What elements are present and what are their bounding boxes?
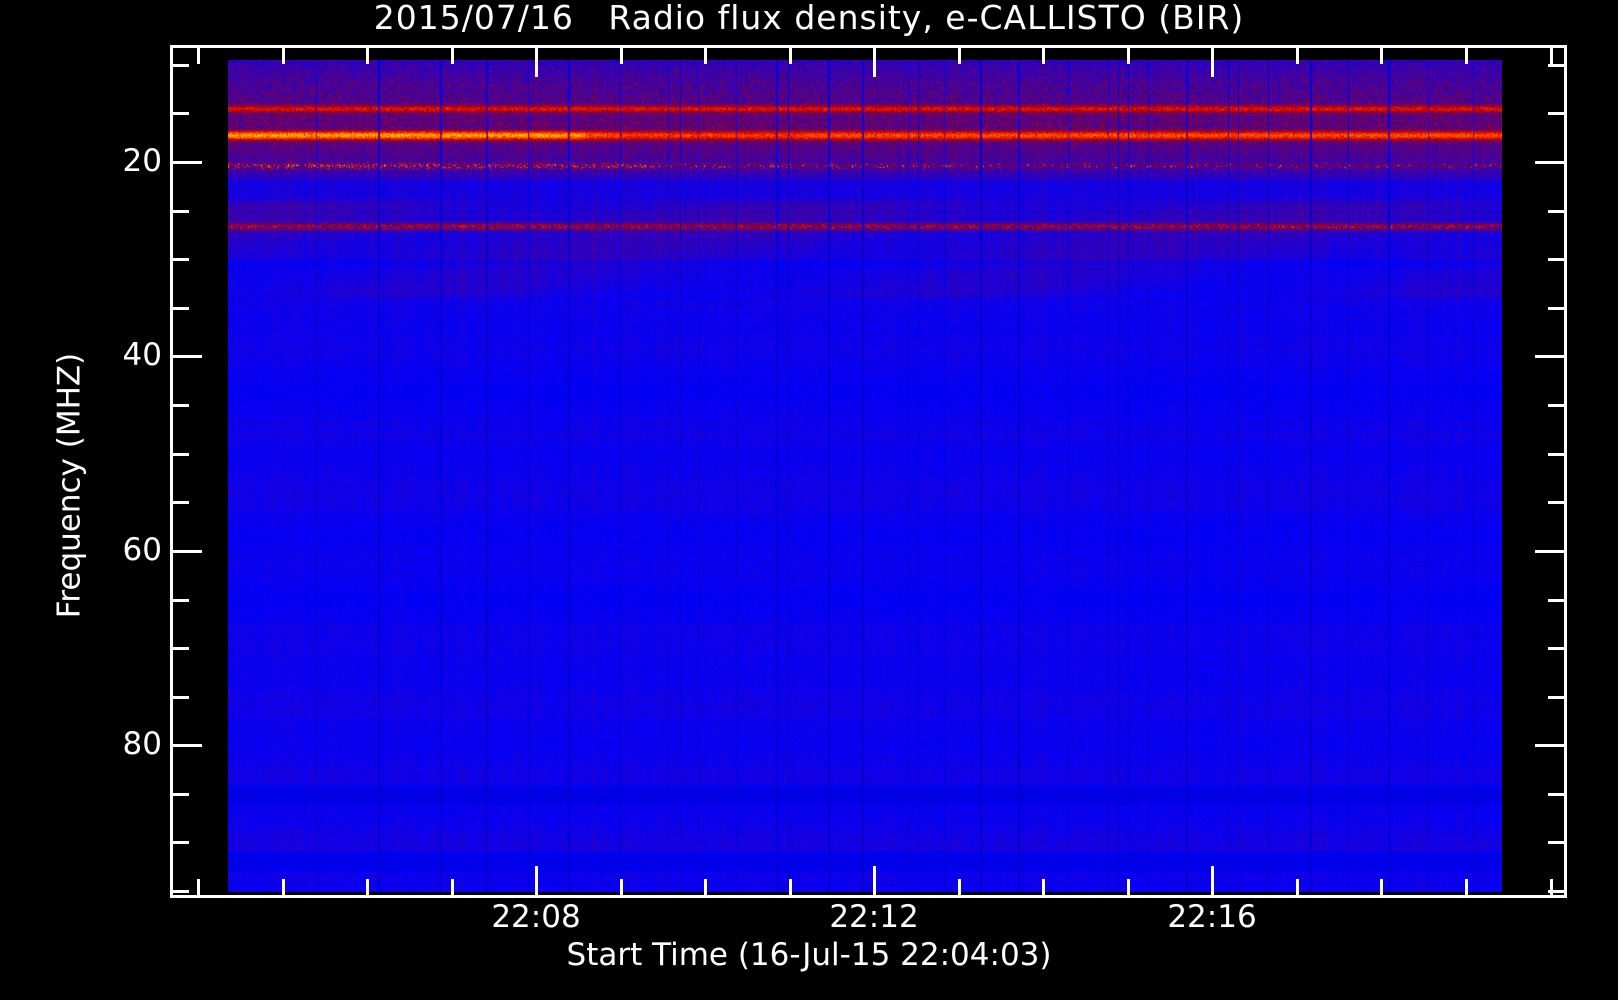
- x-axis-minor-tick-top: [1465, 45, 1468, 64]
- y-axis-minor-tick: [170, 501, 189, 504]
- y-axis-minor-tick-right: [1548, 841, 1567, 844]
- x-axis-minor-tick: [197, 879, 200, 898]
- x-axis-minor-tick-top: [958, 45, 961, 64]
- x-axis-minor-tick: [1380, 879, 1383, 898]
- y-axis-major-tick: [170, 355, 202, 358]
- y-axis-minor-tick: [170, 453, 189, 456]
- x-axis-tick-label: 22:08: [491, 899, 581, 935]
- x-axis-minor-tick-top: [704, 45, 707, 64]
- y-axis-minor-tick-right: [1548, 404, 1567, 407]
- x-axis-minor-tick: [958, 879, 961, 898]
- y-axis-tick-label: 40: [122, 337, 162, 373]
- y-axis-minor-tick-right: [1548, 647, 1567, 650]
- x-axis-tick-label: 22:16: [1167, 899, 1257, 935]
- y-axis-tick-label: 80: [122, 726, 162, 762]
- x-axis-major-tick: [873, 866, 876, 898]
- x-axis-minor-tick: [1042, 879, 1045, 898]
- y-axis-major-tick-right: [1535, 550, 1567, 553]
- y-axis-minor-tick: [170, 112, 189, 115]
- y-axis-minor-tick-right: [1548, 210, 1567, 213]
- y-axis-major-tick: [170, 550, 202, 553]
- y-axis-title: Frequency (MHZ): [51, 352, 88, 619]
- x-axis-minor-tick-top: [197, 45, 200, 64]
- y-axis-minor-tick: [170, 841, 189, 844]
- x-axis-minor-tick: [704, 879, 707, 898]
- x-axis-major-tick-top: [873, 45, 876, 77]
- x-axis-minor-tick: [1465, 879, 1468, 898]
- x-axis-minor-tick: [282, 879, 285, 898]
- y-axis-minor-tick: [170, 64, 189, 67]
- x-axis-minor-tick-top: [789, 45, 792, 64]
- x-axis-minor-tick: [1296, 879, 1299, 898]
- x-axis-minor-tick-top: [282, 45, 285, 64]
- x-axis-major-tick: [1211, 866, 1214, 898]
- y-axis-minor-tick: [170, 210, 189, 213]
- x-axis-major-tick: [535, 866, 538, 898]
- y-axis-minor-tick-right: [1548, 258, 1567, 261]
- y-axis-minor-tick-right: [1548, 64, 1567, 67]
- y-axis-minor-tick-right: [1548, 599, 1567, 602]
- x-axis-minor-tick: [789, 879, 792, 898]
- y-axis-minor-tick: [170, 696, 189, 699]
- y-axis-minor-tick: [170, 404, 189, 407]
- x-axis-minor-tick: [451, 879, 454, 898]
- y-axis-minor-tick-right: [1548, 307, 1567, 310]
- spectrogram-canvas: [228, 60, 1502, 892]
- y-axis-major-tick: [170, 744, 202, 747]
- y-axis-minor-tick: [170, 793, 189, 796]
- y-axis-minor-tick-right: [1548, 453, 1567, 456]
- x-axis-tick-label: 22:12: [829, 899, 919, 935]
- x-axis-minor-tick-top: [366, 45, 369, 64]
- x-axis-title: Start Time (16-Jul-15 22:04:03): [566, 937, 1052, 973]
- y-axis-minor-tick-right: [1548, 501, 1567, 504]
- y-axis-minor-tick-right: [1548, 696, 1567, 699]
- x-axis-minor-tick-top: [1380, 45, 1383, 64]
- x-axis-minor-tick: [1127, 879, 1130, 898]
- x-axis-minor-tick-top: [620, 45, 623, 64]
- x-axis-major-tick-top: [535, 45, 538, 77]
- x-axis-major-tick-top: [1211, 45, 1214, 77]
- x-axis-minor-tick-top: [1296, 45, 1299, 64]
- y-axis-tick-label: 60: [122, 532, 162, 568]
- page-title: 2015/07/16 Radio flux density, e-CALLIST…: [373, 0, 1245, 37]
- spectrogram-raster: [228, 60, 1502, 892]
- x-axis-minor-tick-top: [451, 45, 454, 64]
- y-axis-minor-tick: [170, 307, 189, 310]
- y-axis-major-tick-right: [1535, 355, 1567, 358]
- x-axis-minor-tick-top: [1127, 45, 1130, 64]
- y-axis-minor-tick-right: [1548, 890, 1567, 893]
- x-axis-minor-tick: [1550, 879, 1553, 898]
- y-axis-major-tick: [170, 161, 202, 164]
- x-axis-minor-tick: [366, 879, 369, 898]
- y-axis-minor-tick: [170, 258, 189, 261]
- y-axis-minor-tick: [170, 647, 189, 650]
- y-axis-minor-tick: [170, 599, 189, 602]
- y-axis-tick-label: 20: [122, 143, 162, 179]
- y-axis-minor-tick-right: [1548, 112, 1567, 115]
- y-axis-minor-tick: [170, 890, 189, 893]
- x-axis-minor-tick-top: [1042, 45, 1045, 64]
- y-axis-major-tick-right: [1535, 744, 1567, 747]
- y-axis-minor-tick-right: [1548, 793, 1567, 796]
- y-axis-major-tick-right: [1535, 161, 1567, 164]
- x-axis-minor-tick-top: [1550, 45, 1553, 64]
- x-axis-minor-tick: [620, 879, 623, 898]
